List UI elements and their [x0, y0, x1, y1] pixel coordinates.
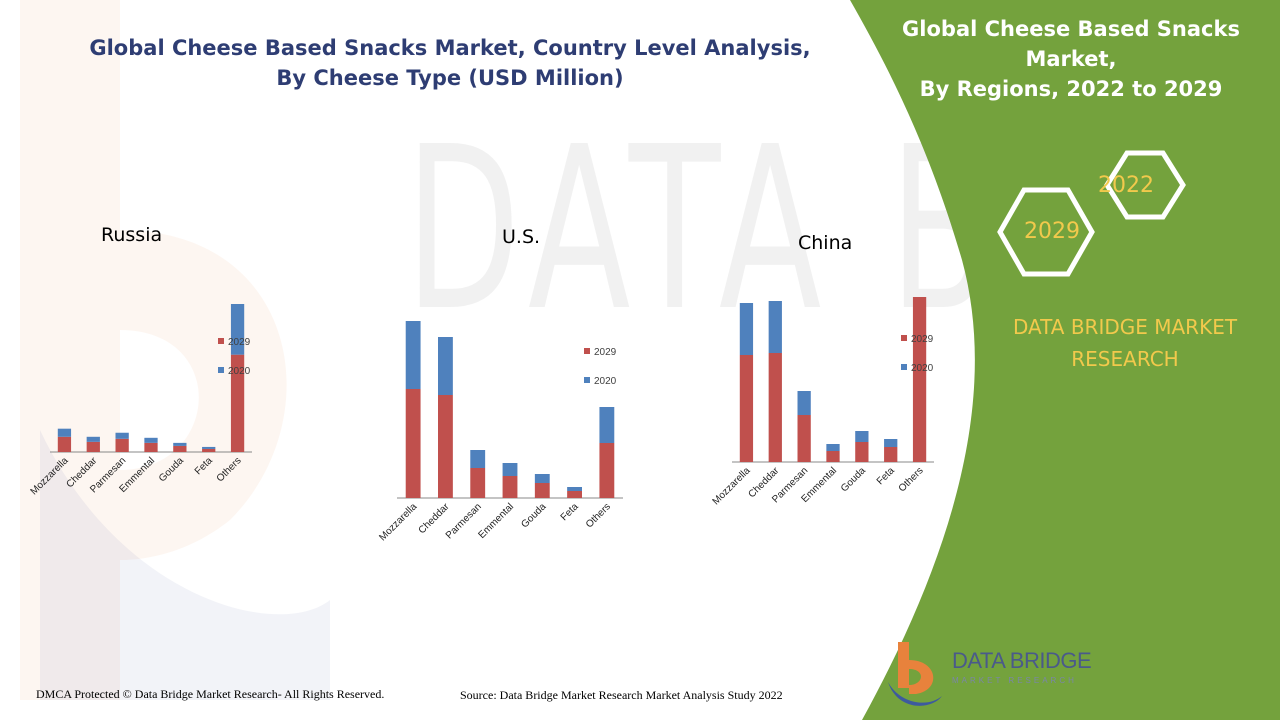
- panel-title-line2: By Regions, 2022 to 2029: [919, 77, 1223, 101]
- bar-russia-parmesan-2020: [115, 432, 129, 439]
- bar-china-parmesan-2029: [797, 415, 811, 462]
- bar-us-others-2020: [599, 407, 615, 443]
- tick-label-china-feta: Feta: [875, 465, 897, 487]
- bar-us-parmesan-2029: [470, 468, 486, 498]
- bar-russia-cheddar-2029: [86, 441, 100, 452]
- logo-tagline: MARKET RESEARCH: [952, 676, 1077, 685]
- panel-background: [850, 0, 1280, 720]
- footer-source: Source: Data Bridge Market Research Mark…: [460, 688, 783, 702]
- bar-china-others-2029: [912, 297, 927, 462]
- legend-swatch-china-2020: [901, 364, 907, 370]
- bar-china-feta-2029: [884, 447, 898, 462]
- logo-mark-bar: [898, 642, 909, 688]
- page-title-line1: Global Cheese Based Snacks Market, Count…: [89, 36, 811, 60]
- page-title: Global Cheese Based Snacks Market, Count…: [70, 33, 830, 93]
- bar-us-emmental-2020: [502, 463, 518, 476]
- bar-china-gouda-2029: [855, 442, 869, 462]
- legend-label-china-2020: 2020: [911, 363, 934, 374]
- tick-label-china-mozzarella: Mozzarella: [711, 465, 753, 507]
- bar-us-mozzarella-2020: [405, 321, 421, 389]
- bar-us-others-2029: [599, 443, 615, 498]
- legend-swatch-russia-2029: [218, 338, 224, 344]
- legend-label-russia-2020: 2020: [228, 366, 251, 377]
- bar-russia-mozzarella-2020: [57, 428, 72, 437]
- logo-name: DATA BRIDGE: [952, 648, 1092, 673]
- legend-swatch-us-2029: [584, 348, 590, 354]
- tick-label-china-others: Others: [897, 465, 926, 494]
- brand-line1: DATA BRIDGE MARKET: [1012, 315, 1238, 339]
- legend-label-china-2029: 2029: [911, 334, 934, 345]
- year-label-2022: 2022: [1098, 173, 1154, 198]
- legend-label-us-2020: 2020: [594, 376, 617, 387]
- page-title-line2: By Cheese Type (USD Million): [276, 66, 624, 90]
- bar-russia-gouda-2020: [173, 442, 187, 446]
- bar-russia-feta-2029: [202, 448, 216, 452]
- bar-russia-feta-2020: [202, 446, 216, 449]
- bar-russia-cheddar-2020: [86, 436, 100, 442]
- bar-russia-emmental-2029: [144, 442, 158, 452]
- legend-label-us-2029: 2029: [594, 347, 617, 358]
- bar-china-parmesan-2020: [797, 391, 811, 415]
- chart-title-china: China: [798, 232, 853, 254]
- bar-china-mozzarella-2020: [739, 303, 754, 355]
- chart-title-us: U.S.: [502, 226, 541, 248]
- bar-china-feta-2020: [884, 439, 898, 447]
- hexagon-2022: [1104, 150, 1186, 220]
- bar-russia-parmesan-2029: [115, 438, 129, 452]
- chart-title-russia: Russia: [101, 224, 163, 246]
- bar-russia-gouda-2029: [173, 445, 187, 452]
- brand-logo[interactable]: [880, 638, 1110, 710]
- bar-us-mozzarella-2029: [405, 389, 421, 498]
- panel-title-line1: Global Cheese Based Snacks Market,: [902, 17, 1240, 71]
- year-hexagons: [997, 150, 1186, 277]
- legend-swatch-russia-2020: [218, 367, 224, 373]
- hexagon-2029: [997, 187, 1095, 277]
- tick-label-china-gouda: Gouda: [839, 465, 868, 494]
- brand-line2: RESEARCH: [1071, 347, 1179, 371]
- bar-russia-others-2020: [230, 304, 245, 355]
- bar-china-mozzarella-2029: [739, 355, 754, 462]
- brand-text: DATA BRIDGE MARKET RESEARCH: [985, 311, 1265, 375]
- logo-mark-swoosh: [888, 682, 942, 706]
- legend-swatch-china-2029: [901, 335, 907, 341]
- bar-russia-mozzarella-2029: [57, 436, 72, 452]
- bar-china-gouda-2020: [855, 431, 869, 442]
- bar-us-gouda-2029: [534, 483, 550, 498]
- bar-china-cheddar-2029: [768, 353, 782, 462]
- bar-us-feta-2029: [567, 491, 582, 498]
- bar-russia-emmental-2020: [144, 437, 158, 443]
- bar-russia-others-2029: [230, 354, 245, 452]
- year-label-2029: 2029: [1024, 219, 1080, 244]
- logo-mark-bowl: [909, 660, 934, 694]
- bar-us-feta-2020: [567, 487, 582, 491]
- watermark-logo: [20, 0, 330, 700]
- bar-china-emmental-2020: [826, 444, 840, 451]
- bar-us-gouda-2020: [534, 474, 550, 483]
- bar-us-cheddar-2020: [438, 337, 453, 395]
- panel-title: Global Cheese Based Snacks Market, By Re…: [868, 14, 1274, 104]
- legend-swatch-us-2020: [584, 377, 590, 383]
- bar-china-cheddar-2020: [768, 301, 782, 353]
- bar-us-cheddar-2029: [438, 395, 453, 498]
- bar-us-emmental-2029: [502, 476, 518, 498]
- bar-china-emmental-2029: [826, 451, 840, 462]
- bar-us-parmesan-2020: [470, 450, 486, 468]
- legend-label-russia-2029: 2029: [228, 337, 251, 348]
- footer-copyright: DMCA Protected © Data Bridge Market Rese…: [36, 687, 385, 701]
